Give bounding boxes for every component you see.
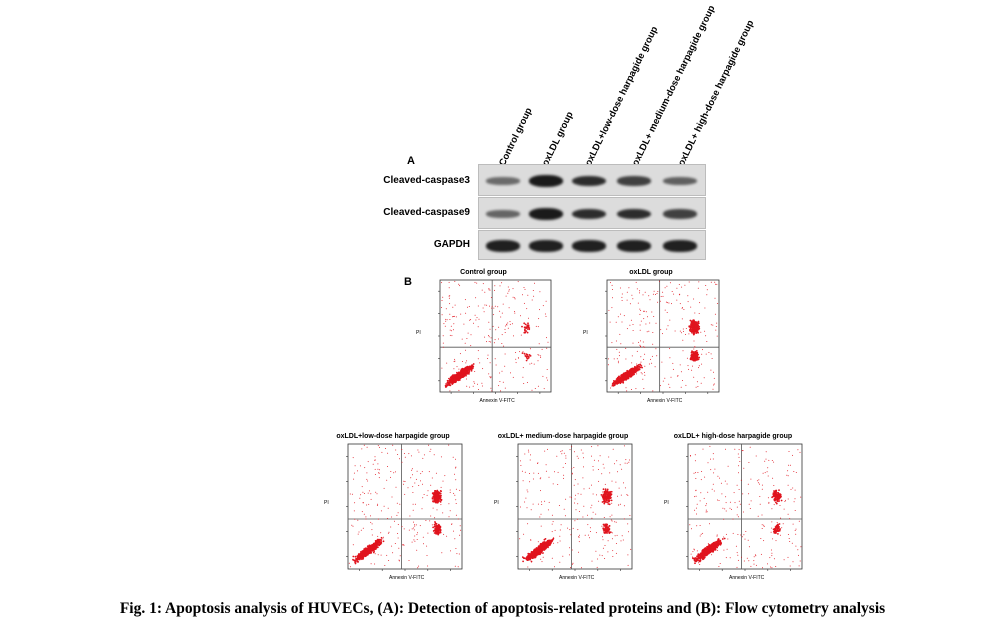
blot-band [617,208,651,220]
blot-band [617,240,651,252]
y-axis-label: PI [416,330,421,337]
panel-b-letter: B [404,276,412,288]
flow-plot-canvas [686,443,803,571]
y-axis-label: PI [324,500,329,507]
blot-band [663,209,697,219]
flow-plot-title: Control group [460,269,507,276]
lane-label: oxLDL group [540,110,576,168]
blot-band [529,240,563,252]
blot-strip [478,230,706,260]
blot-strip [478,164,706,196]
y-axis-label: PI [583,330,588,337]
flow-plot-title: oxLDL+ high-dose harpagide group [673,433,793,440]
y-axis-label: PI [664,500,669,507]
flow-plot: Control group Annexin V-FITC PI [400,268,567,415]
lane-label: Control group [497,106,535,168]
flow-plot: oxLDL+ medium-dose harpagide group Annexi… [478,432,648,592]
blot-strip [478,197,706,229]
x-axis-label: Annexin V-FITC [389,575,425,581]
panel-a-letter: A [407,155,415,167]
blot-band [572,175,606,187]
x-axis-label: Annexin V-FITC [479,398,515,404]
flow-plot: oxLDL+ high-dose harpagide group Annexin … [648,432,818,592]
lane-label: oxLDL+ medium-dose harpagide group [630,3,718,168]
y-axis-label: PI [494,500,499,507]
flow-plot-canvas [438,279,552,394]
flow-plot-title: oxLDL+ medium-dose harpagide group [497,433,629,440]
figure-caption: Fig. 1: Apoptosis analysis of HUVECs, (A… [119,600,886,617]
blot-band [572,240,606,252]
blot-band [663,176,697,186]
protein-label: Cleaved-caspase9 [383,207,470,218]
protein-label: GAPDH [433,239,470,250]
protein-label: Cleaved-caspase3 [383,175,470,186]
blot-band [529,208,563,220]
blot-band [529,175,563,187]
blot-band [486,210,520,218]
x-axis-label: Annexin V-FITC [647,398,683,404]
x-axis-label: Annexin V-FITC [729,575,765,581]
flow-plot-canvas [516,443,633,571]
x-axis-label: Annexin V-FITC [559,575,595,581]
flow-plot-canvas [346,443,463,571]
blot-band [486,240,520,252]
flow-plot-title: oxLDL group [629,269,673,276]
flow-plot: oxLDL group Annexin V-FITC PI [567,268,735,415]
blot-band [486,177,520,185]
flow-plot-title: oxLDL+low-dose harpagide group [336,433,450,440]
blot-band [663,240,697,252]
blot-band [617,176,651,186]
flow-plot-canvas [605,279,720,394]
blot-band [572,208,606,220]
flow-plot: oxLDL+low-dose harpagide group Annexin V-… [308,432,478,592]
